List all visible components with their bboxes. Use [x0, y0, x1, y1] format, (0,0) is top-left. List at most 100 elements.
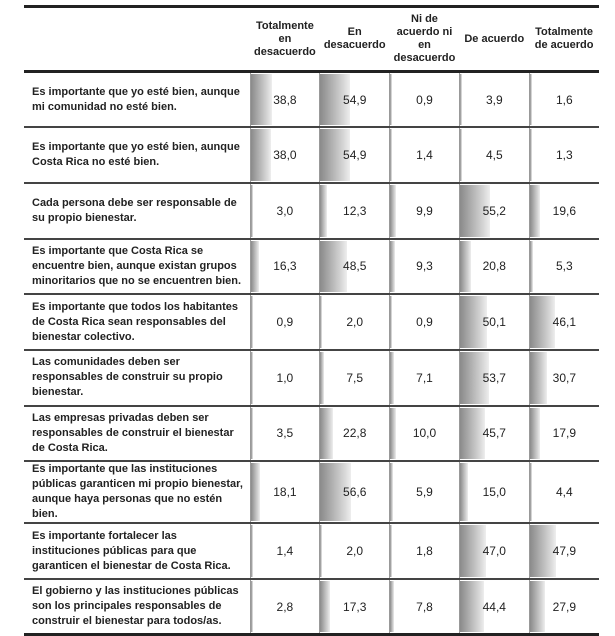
value-bar [529, 296, 556, 348]
value-cell: 55,2 [458, 182, 530, 239]
value-text: 20,8 [482, 259, 506, 274]
value-cell: 50,1 [458, 294, 530, 350]
value-text: 1,8 [416, 544, 433, 559]
value-bar [529, 525, 557, 577]
value-bar [390, 184, 396, 237]
value-text: 0,9 [416, 92, 433, 107]
value-cell: 1,4 [249, 523, 320, 579]
header-blank [24, 7, 250, 72]
value-cell: 4,4 [528, 461, 599, 524]
value-bar [250, 407, 253, 460]
value-text: 3,9 [485, 92, 503, 107]
value-text: 56,6 [343, 485, 367, 500]
value-bar [529, 129, 532, 181]
value-bar [459, 74, 463, 126]
value-text: 4,4 [556, 485, 573, 500]
value-text: 7,1 [416, 370, 433, 385]
value-text: 54,9 [343, 92, 367, 107]
value-text: 0,9 [276, 315, 294, 330]
table-row: Es importante que Costa Rica se encuentr… [24, 238, 599, 295]
value-text: 2,0 [346, 315, 364, 330]
value-cell: 3,0 [249, 182, 320, 239]
value-text: 47,9 [552, 544, 577, 559]
row-label: Es importante que todos los habitantes d… [32, 300, 238, 343]
value-text: 55,2 [482, 203, 506, 218]
value-text: 1,4 [416, 148, 433, 163]
value-bar [390, 581, 395, 633]
value-cell: 15,0 [458, 461, 530, 524]
table-row: Las empresas privadas deben ser responsa… [24, 405, 599, 462]
value-cell: 3,5 [249, 405, 320, 462]
value-cell: 17,9 [528, 405, 599, 462]
value-cell: 16,3 [249, 238, 320, 295]
value-text: 46,1 [552, 315, 577, 330]
value-bar [459, 407, 486, 460]
value-cell: 1,4 [389, 127, 460, 183]
row-label: Las empresas privadas deben ser responsa… [32, 411, 234, 454]
value-cell: 18,1 [249, 461, 320, 524]
value-bar [250, 184, 253, 237]
value-bar [390, 240, 396, 293]
value-cell: 53,7 [458, 349, 530, 406]
value-bar [390, 74, 393, 126]
survey-table: Totalmente en desacuerdo En desacuerdo N… [24, 5, 599, 636]
table-row: Es importante fortalecer las institucion… [24, 523, 599, 579]
value-cell: 7,1 [389, 349, 460, 406]
value-text: 2,0 [346, 544, 364, 559]
value-cell: 56,6 [319, 461, 390, 524]
value-text: 45,7 [482, 426, 506, 441]
value-cell: 22,8 [319, 405, 390, 462]
value-cell: 46,1 [528, 294, 599, 350]
value-cell: 48,5 [319, 238, 390, 295]
value-text: 15,0 [482, 485, 506, 500]
value-bar [320, 407, 333, 460]
value-bar [320, 351, 325, 404]
value-text: 1,4 [276, 544, 294, 559]
value-text: 17,9 [552, 426, 577, 441]
value-bar [320, 463, 352, 522]
value-bar [320, 129, 351, 181]
row-label: El gobierno y las instituciones públicas… [32, 585, 239, 628]
value-cell: 7,5 [319, 349, 390, 406]
value-cell: 20,8 [458, 238, 530, 295]
value-bar [390, 129, 393, 181]
value-bar [250, 240, 260, 293]
row-label: Es importante que yo esté bien, aunque m… [32, 85, 240, 113]
header-totalmente-acuerdo: Totalmente de acuerdo [534, 26, 594, 51]
table-row: El gobierno y las instituciones públicas… [24, 579, 599, 635]
value-cell: 30,7 [528, 349, 599, 406]
value-text: 19,6 [552, 203, 577, 218]
value-bar [459, 351, 490, 404]
value-cell: 3,9 [458, 71, 530, 128]
value-cell: 19,6 [528, 182, 599, 239]
value-bar [529, 407, 540, 460]
value-bar [320, 240, 347, 293]
table-row: Es importante que yo esté bien, aunque m… [24, 71, 599, 128]
value-cell: 1,6 [528, 71, 599, 128]
value-cell: 2,0 [319, 294, 390, 350]
value-text: 38,0 [273, 148, 297, 163]
value-bar [390, 296, 393, 348]
value-text: 9,3 [416, 259, 433, 274]
row-label: Las comunidades deben ser responsables d… [32, 356, 223, 399]
header-totalmente-desacuerdo: Totalmente en desacuerdo [254, 19, 316, 58]
value-text: 5,9 [416, 485, 433, 500]
value-bar [250, 525, 253, 577]
value-bar [320, 184, 328, 237]
value-bar [320, 74, 351, 126]
table-row: Es importante que todos los habitantes d… [24, 294, 599, 350]
value-bar [459, 525, 486, 577]
table-row: Las comunidades deben ser responsables d… [24, 349, 599, 406]
value-cell: 9,3 [389, 238, 460, 295]
value-cell: 27,9 [528, 579, 599, 635]
value-cell: 54,9 [319, 127, 390, 183]
value-text: 0,9 [416, 315, 433, 330]
value-cell: 2,8 [249, 579, 320, 635]
value-bar [250, 463, 261, 522]
value-text: 7,5 [346, 370, 364, 385]
value-cell: 7,8 [389, 579, 460, 635]
value-text: 38,8 [273, 92, 297, 107]
value-bar [250, 129, 272, 181]
value-cell: 4,5 [458, 127, 530, 183]
value-text: 10,0 [412, 426, 437, 441]
